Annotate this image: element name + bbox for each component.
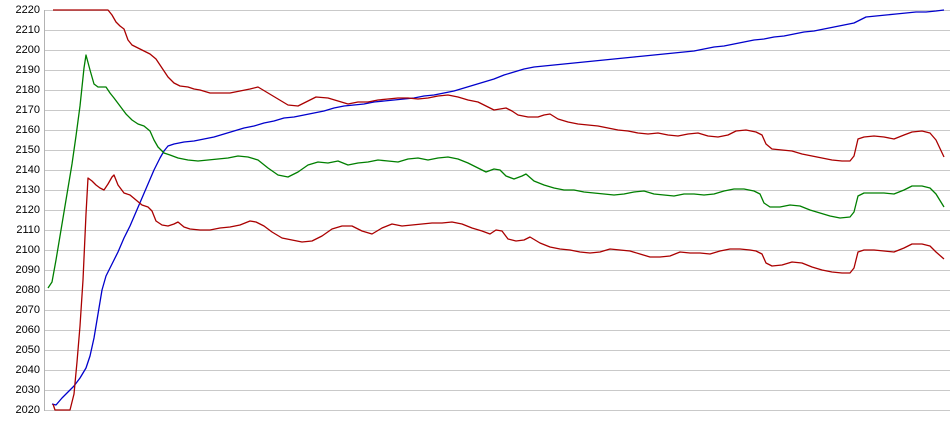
y-axis-tick-label: 2120 bbox=[15, 204, 40, 216]
y-axis-tick-label: 2210 bbox=[15, 24, 40, 36]
y-axis-tick-label: 2180 bbox=[15, 84, 40, 96]
y-axis-tick-label: 2170 bbox=[15, 104, 40, 116]
y-axis-tick-label: 2070 bbox=[15, 304, 40, 316]
upper-red-band-line bbox=[53, 9, 945, 162]
y-axis-tick-label: 2090 bbox=[15, 264, 40, 276]
y-axis-tick-label: 2040 bbox=[15, 364, 40, 376]
y-axis-tick-label: 2200 bbox=[15, 44, 40, 56]
blue-rising-line bbox=[51, 9, 945, 406]
y-axis-tick-label: 2190 bbox=[15, 64, 40, 76]
y-axis-tick-label: 2020 bbox=[15, 404, 40, 416]
y-axis-tick-label: 2100 bbox=[15, 244, 40, 256]
y-axis-tick-label: 2050 bbox=[15, 344, 40, 356]
y-axis-tick-label: 2030 bbox=[15, 384, 40, 396]
y-axis-tick-label: 2140 bbox=[15, 164, 40, 176]
y-axis-tick-label: 2220 bbox=[15, 4, 40, 16]
y-axis-tick-label: 2060 bbox=[15, 324, 40, 336]
y-axis-tick-label: 2150 bbox=[15, 144, 40, 156]
y-axis-tick-label: 2160 bbox=[15, 124, 40, 136]
y-axis-tick-label: 2130 bbox=[15, 184, 40, 196]
y-axis-tick-label: 2080 bbox=[15, 284, 40, 296]
lower-red-band-line bbox=[52, 174, 945, 411]
green-middle-line bbox=[47, 54, 945, 289]
y-axis-tick-label: 2110 bbox=[16, 224, 40, 236]
